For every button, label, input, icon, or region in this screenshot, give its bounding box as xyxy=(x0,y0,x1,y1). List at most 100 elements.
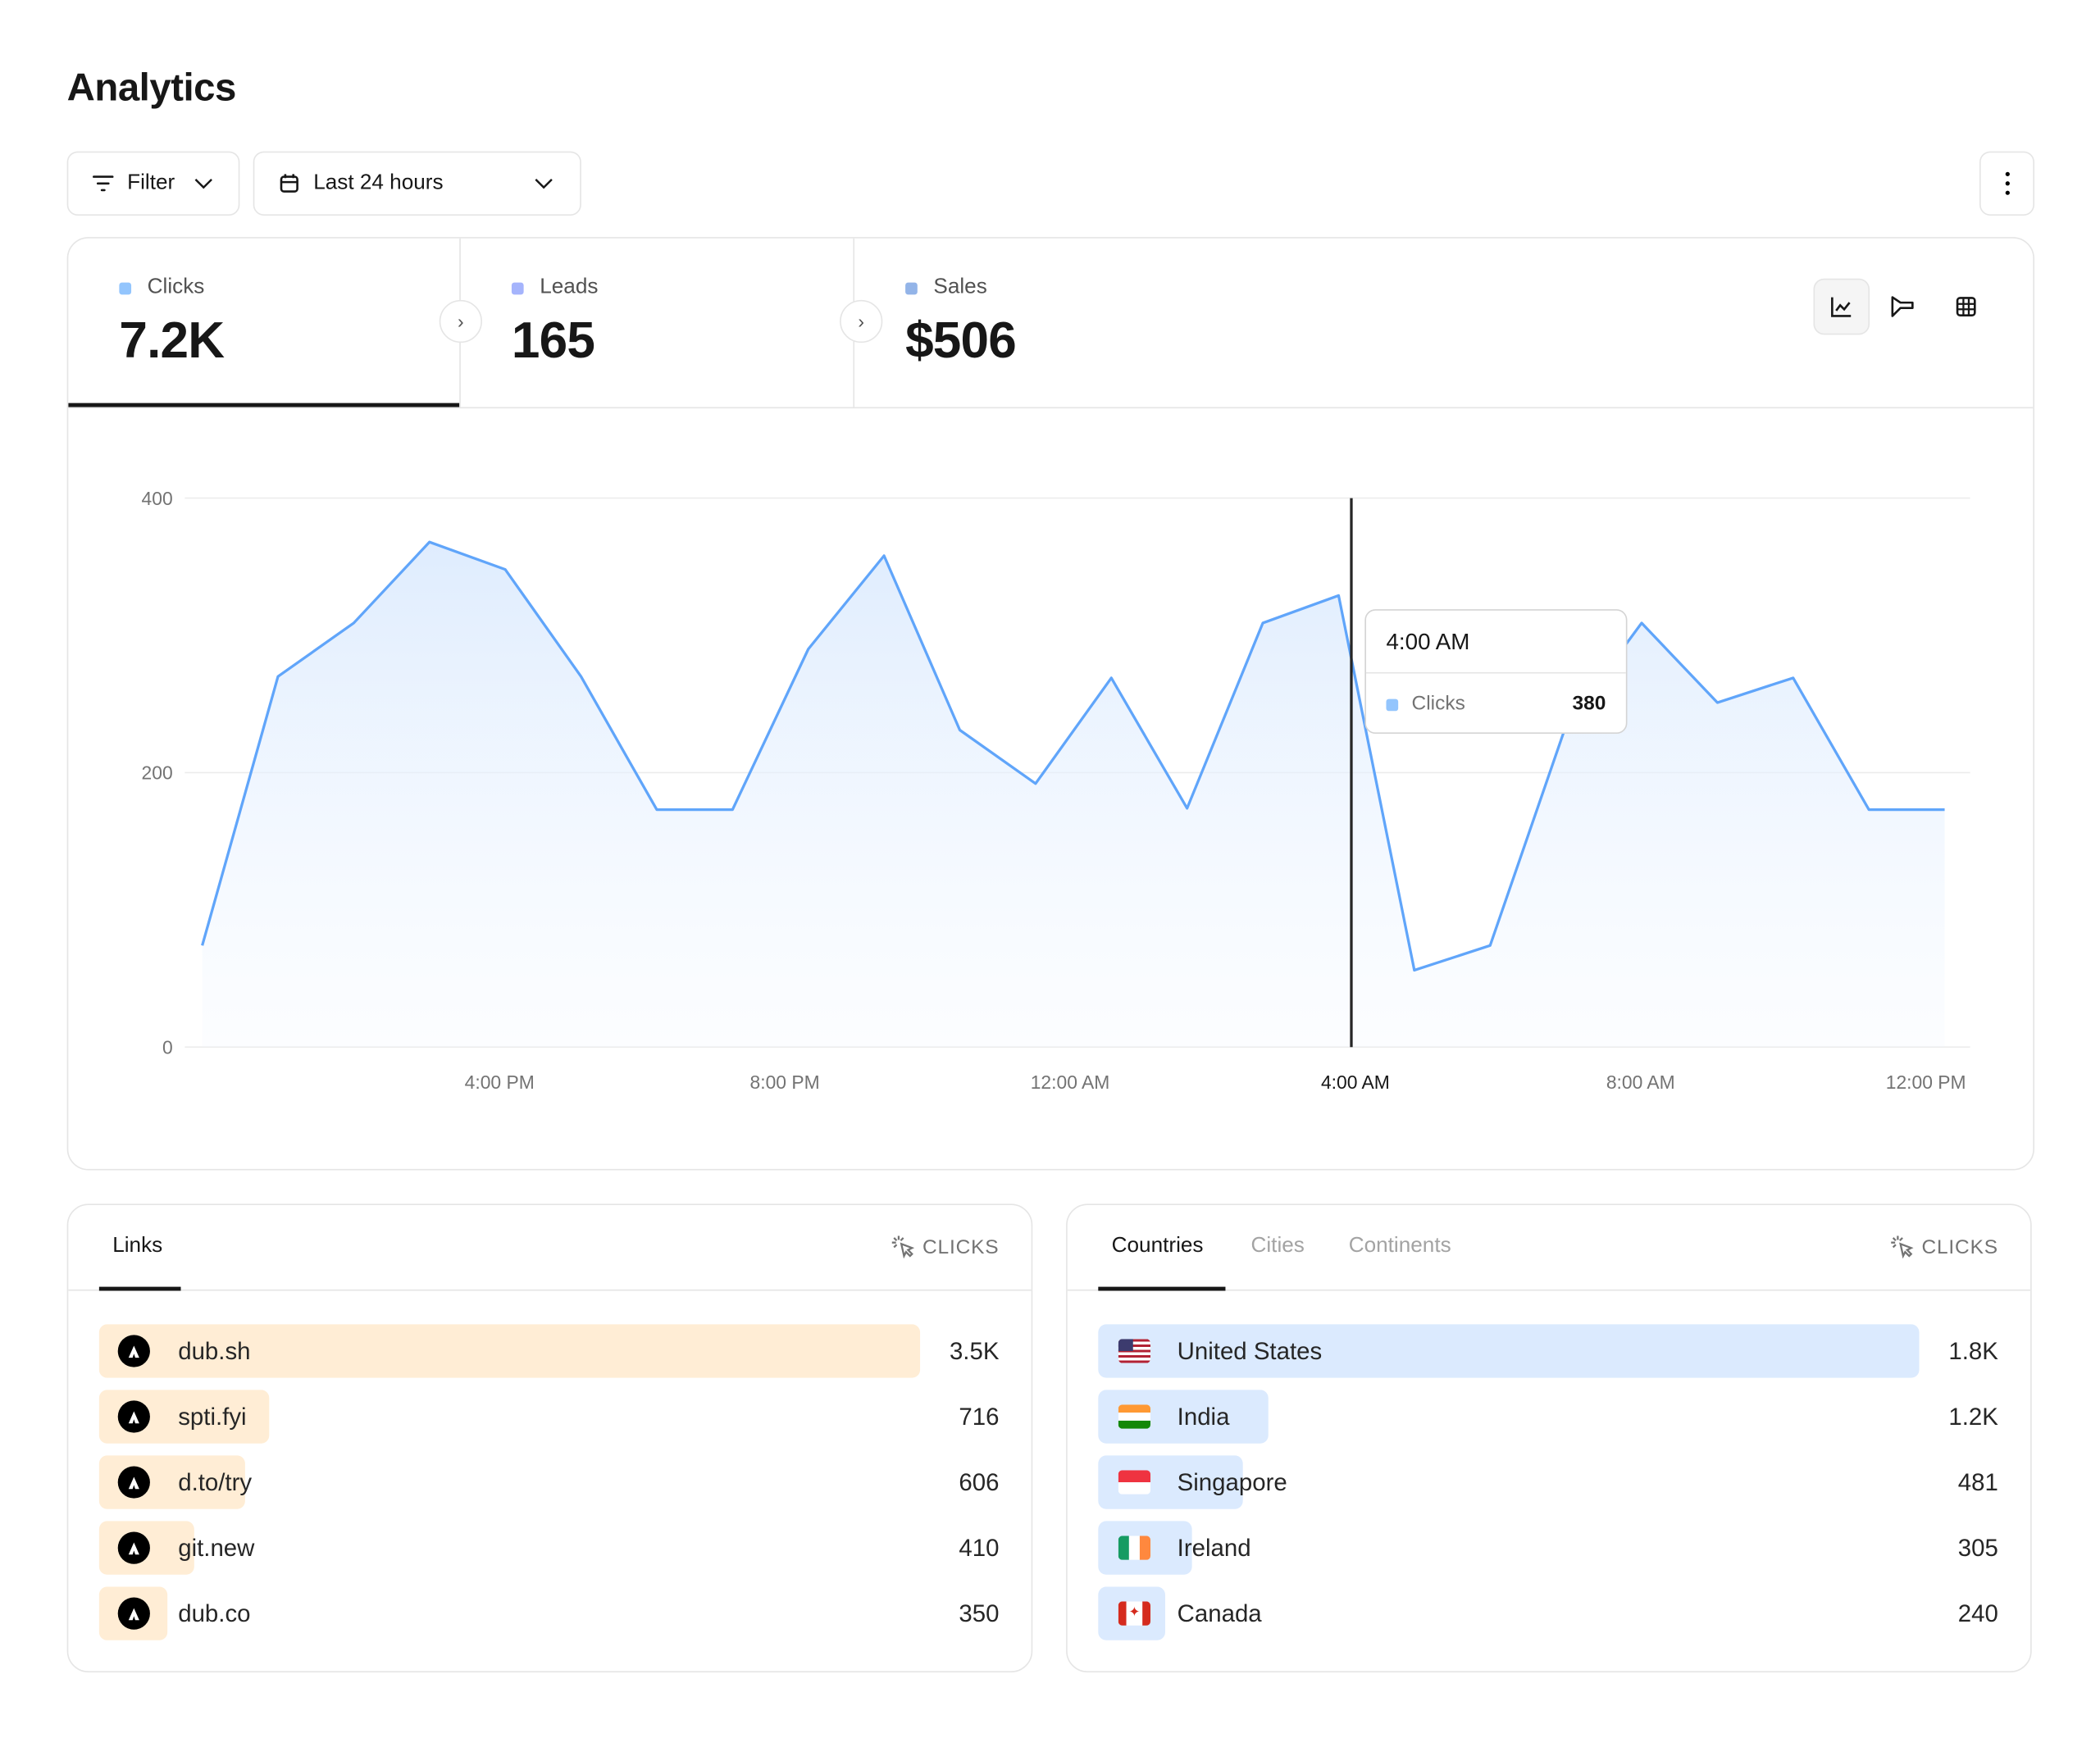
tab-countries[interactable]: Countries xyxy=(1111,1234,1204,1258)
divider xyxy=(68,407,2034,409)
row-value: 1.2K xyxy=(1948,1403,1998,1431)
value-bar xyxy=(98,1324,921,1378)
stat-tab-sales[interactable]: Sales $506 xyxy=(854,239,1256,407)
list-item[interactable]: git.new 410 xyxy=(98,1521,1000,1575)
chart-tooltip: 4:00 AM Clicks 380 xyxy=(1364,609,1628,735)
row-value: 481 xyxy=(1957,1468,1998,1496)
data-point[interactable] xyxy=(1639,621,1645,626)
row-value: 3.5K xyxy=(949,1337,1000,1365)
flag-us-icon xyxy=(1118,1339,1151,1363)
row-label: United States xyxy=(1177,1337,1323,1365)
clicks-color-swatch xyxy=(119,281,132,294)
row-label: Canada xyxy=(1177,1599,1262,1627)
data-point[interactable] xyxy=(730,807,736,812)
date-range-select[interactable]: Last 24 hours xyxy=(253,151,581,216)
stat-label: Clicks xyxy=(147,275,205,299)
list-item[interactable]: dub.co 350 xyxy=(98,1586,1000,1640)
row-value: 240 xyxy=(1957,1599,1998,1627)
list-item[interactable]: ✦ Canada 240 xyxy=(1098,1586,1998,1640)
link-logo-icon xyxy=(117,1466,150,1499)
stat-tab-leads[interactable]: Leads 165 xyxy=(461,239,854,407)
tooltip-series: Clicks xyxy=(1411,692,1465,716)
data-point[interactable] xyxy=(957,727,963,733)
sales-color-swatch xyxy=(905,281,918,294)
list-item[interactable]: United States 1.8K xyxy=(1098,1324,1998,1378)
page-title: Analytics xyxy=(66,66,237,110)
link-logo-icon xyxy=(117,1335,150,1367)
data-point[interactable] xyxy=(1336,593,1342,598)
area-fill xyxy=(202,542,1945,1048)
flag-ca-icon: ✦ xyxy=(1118,1601,1151,1626)
list-item[interactable]: d.to/try 606 xyxy=(98,1455,1000,1509)
row-label: dub.co xyxy=(178,1599,251,1627)
funnel-view-button[interactable] xyxy=(1875,279,1932,335)
data-point[interactable] xyxy=(1260,621,1266,626)
data-point[interactable] xyxy=(1487,943,1493,949)
row-value: 606 xyxy=(959,1468,1000,1496)
table-view-button[interactable] xyxy=(1938,279,1994,335)
tab-links[interactable]: Links xyxy=(112,1234,163,1258)
chevron-right-icon[interactable]: › xyxy=(439,299,482,344)
list-item[interactable]: Ireland 305 xyxy=(1098,1521,1998,1575)
data-point[interactable] xyxy=(654,807,660,812)
row-label: Singapore xyxy=(1177,1468,1287,1496)
data-point[interactable] xyxy=(427,539,433,545)
more-vertical-icon xyxy=(2004,171,2010,195)
list-item[interactable]: spti.fyi 716 xyxy=(98,1390,1000,1444)
row-label: dub.sh xyxy=(178,1337,251,1365)
row-label: spti.fyi xyxy=(178,1403,247,1431)
link-logo-icon xyxy=(117,1531,150,1564)
data-point[interactable] xyxy=(1109,676,1114,681)
chevron-right-icon[interactable]: › xyxy=(840,299,883,344)
clicks-series-line xyxy=(201,540,1945,972)
analytics-chart-card: Clicks 7.2K Leads 165 Sales $506 › › 0 20… xyxy=(66,237,2034,1171)
flag-ie-icon xyxy=(1118,1536,1151,1560)
x-tick-label: 8:00 AM xyxy=(1606,1071,1675,1093)
data-point[interactable] xyxy=(199,943,205,949)
clicks-area-chart[interactable]: 0 200 400 4:00 PM 8:00 PM 12:00 AM 4:00 AM 8:00… xyxy=(68,408,2034,1170)
row-value: 1.8K xyxy=(1948,1337,1998,1365)
data-point[interactable] xyxy=(1942,807,1947,812)
list-item[interactable]: dub.sh 3.5K xyxy=(98,1324,1000,1378)
calendar-icon xyxy=(280,174,298,193)
x-tick-label: 12:00 AM xyxy=(1031,1071,1110,1093)
link-logo-icon xyxy=(117,1400,150,1433)
data-point[interactable] xyxy=(351,621,357,626)
line-chart-view-button[interactable] xyxy=(1813,278,1870,335)
list-item[interactable]: India 1.2K xyxy=(1098,1390,1998,1444)
line-chart-icon xyxy=(1831,297,1852,317)
list-item[interactable]: Singapore 481 xyxy=(1098,1455,1998,1509)
chevron-down-icon xyxy=(194,178,212,189)
data-point[interactable] xyxy=(1033,781,1039,787)
data-point[interactable] xyxy=(1866,807,1872,812)
links-panel: Links CLICKS dub.sh 3.5K spti.fyi 716 d.to/t… xyxy=(66,1203,1033,1672)
stat-label: Leads xyxy=(540,275,599,299)
tooltip-title: 4:00 AM xyxy=(1386,629,1470,655)
tab-cities[interactable]: Cities xyxy=(1250,1234,1305,1258)
stat-tab-clicks[interactable]: Clicks 7.2K xyxy=(68,239,460,407)
y-tick-label: 200 xyxy=(142,762,173,784)
metric-label: CLICKS xyxy=(922,1235,1000,1258)
row-value: 716 xyxy=(959,1403,1000,1431)
flag-in-icon xyxy=(1118,1404,1151,1429)
data-point[interactable] xyxy=(1715,700,1720,706)
data-point[interactable] xyxy=(1412,967,1418,973)
filter-button[interactable]: Filter xyxy=(66,151,240,216)
data-point[interactable] xyxy=(503,566,508,572)
cursor-click-icon xyxy=(891,1235,914,1259)
data-point[interactable] xyxy=(805,646,811,652)
table-icon xyxy=(1956,297,1976,316)
data-point[interactable] xyxy=(1184,806,1190,812)
chevron-down-icon xyxy=(535,178,553,189)
leads-color-swatch xyxy=(511,281,524,294)
more-options-button[interactable] xyxy=(1979,151,2034,216)
row-label: d.to/try xyxy=(178,1468,253,1496)
tab-continents[interactable]: Continents xyxy=(1348,1234,1451,1258)
date-range-label: Last 24 hours xyxy=(313,171,444,194)
data-point[interactable] xyxy=(578,674,584,680)
y-tick-label: 400 xyxy=(142,488,173,509)
data-point[interactable] xyxy=(1791,676,1797,681)
row-value: 305 xyxy=(1957,1534,1998,1562)
data-point[interactable] xyxy=(881,553,887,559)
data-point[interactable] xyxy=(276,674,281,680)
